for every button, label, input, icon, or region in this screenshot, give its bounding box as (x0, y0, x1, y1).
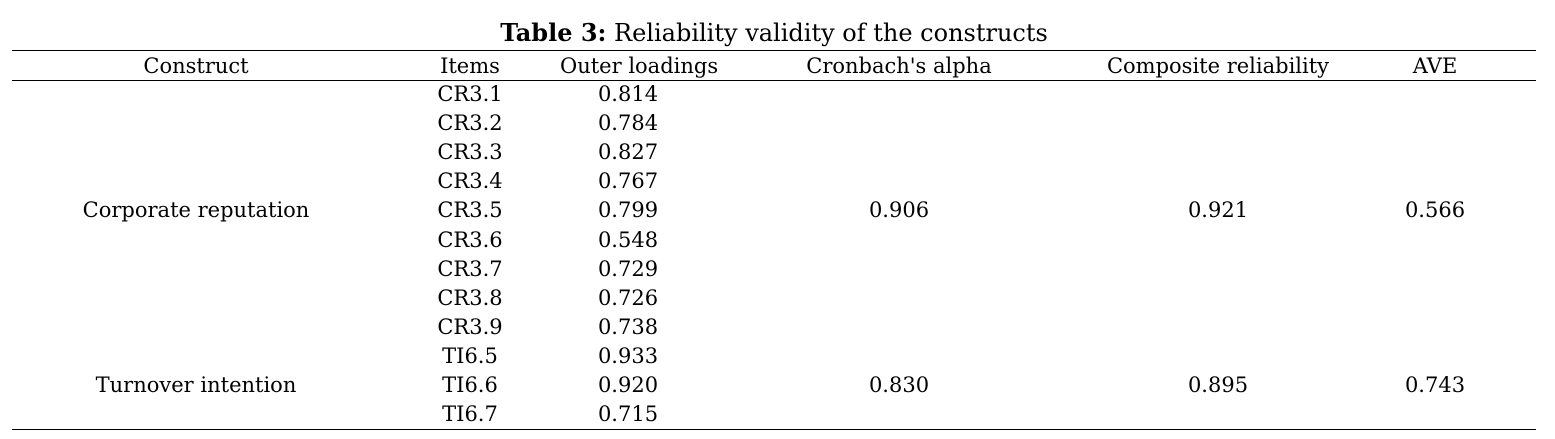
loading-cell: 0.767 (597, 169, 659, 194)
loading-cell: 0.738 (597, 314, 659, 339)
header-row: Construct Items Outer loadings Cronbach'… (12, 52, 1536, 80)
table-row: CR3.8 0.726 (12, 284, 1536, 313)
table-row: CR3.6 0.548 (12, 225, 1536, 254)
table-row: CR3.2 0.784 (12, 109, 1536, 138)
construct-cell: Corporate reputation (82, 198, 310, 223)
cronbach-alpha-cell: 0.906 (868, 198, 930, 223)
item-cell: CR3.6 (437, 227, 503, 252)
cronbach-alpha-cell: 0.830 (868, 372, 930, 397)
table-row: CR3.5 0.799 (12, 196, 1536, 225)
table-row: TI6.7 0.715 (12, 400, 1536, 429)
item-cell: CR3.9 (437, 314, 503, 339)
composite-reliability-cell: 0.921 (1187, 198, 1249, 223)
item-cell: TI6.6 (442, 372, 498, 397)
ave-cell: 0.566 (1404, 198, 1466, 223)
loading-cell: 0.715 (597, 402, 659, 427)
item-cell: CR3.8 (437, 285, 503, 310)
composite-reliability-cell: 0.895 (1187, 372, 1249, 397)
item-cell: CR3.2 (437, 111, 503, 136)
column-header-composite-reliability: Composite reliability (1106, 54, 1330, 78)
table-row: CR3.4 0.767 (12, 167, 1536, 196)
table-bottom-rule (12, 429, 1536, 430)
column-header-outer-loadings: Outer loadings (560, 54, 719, 78)
table-row: Turnover intention TI6.5 0.933 0.830 0.8… (12, 342, 1536, 397)
item-cell: TI6.5 (442, 343, 498, 368)
table-header-rule (12, 80, 1536, 81)
loading-cell: 0.726 (597, 285, 659, 310)
item-cell: CR3.5 (437, 198, 503, 223)
item-cell: CR3.1 (437, 82, 503, 107)
table-row: CR3.9 0.738 (12, 313, 1536, 342)
table-row: Corporate reputation CR3.1 0.814 0.906 0… (12, 80, 1536, 222)
loading-cell: 0.784 (597, 111, 659, 136)
loading-cell: 0.799 (597, 198, 659, 223)
table-row: CR3.7 0.729 (12, 255, 1536, 284)
table-row: CR3.3 0.827 (12, 138, 1536, 167)
item-cell: CR3.7 (437, 256, 503, 281)
column-header-construct: Construct (143, 54, 249, 78)
loading-cell: 0.827 (597, 140, 659, 165)
column-header-cronbachs-alpha: Cronbach's alpha (806, 54, 992, 78)
item-cell: TI6.7 (442, 402, 498, 427)
construct-cell: Turnover intention (95, 372, 297, 397)
loading-cell: 0.729 (597, 256, 659, 281)
loading-cell: 0.548 (597, 227, 659, 252)
loading-cell: 0.920 (597, 372, 659, 397)
reliability-table: Construct Items Outer loadings Cronbach'… (12, 52, 1536, 429)
column-header-items: Items (440, 54, 500, 78)
table-caption: Table 3: Reliability validity of the con… (0, 18, 1548, 48)
ave-cell: 0.743 (1404, 372, 1466, 397)
table-row: TI6.6 0.920 (12, 371, 1536, 400)
table-top-rule (12, 50, 1536, 51)
loading-cell: 0.933 (597, 343, 659, 368)
column-header-ave: AVE (1412, 54, 1458, 78)
table-caption-label: Table 3: (500, 18, 607, 47)
item-cell: CR3.3 (437, 140, 503, 165)
table-caption-text: Reliability validity of the constructs (614, 19, 1048, 47)
item-cell: CR3.4 (437, 169, 503, 194)
loading-cell: 0.814 (597, 82, 659, 107)
